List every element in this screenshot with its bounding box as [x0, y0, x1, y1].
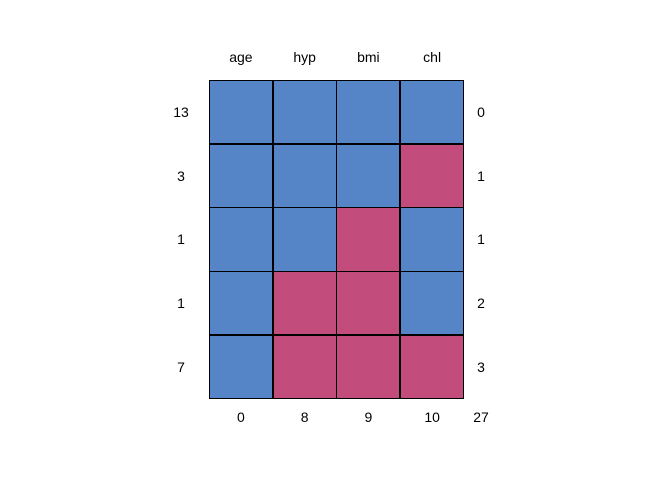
- pattern-cell-chl-row3: [400, 272, 463, 335]
- pattern-cell-chl-row0: [400, 81, 463, 144]
- missing-per-row-3: 2: [477, 295, 485, 312]
- pattern-cell-bmi-row2: [337, 208, 400, 271]
- row-count-0: 13: [173, 103, 189, 120]
- missing-per-column-bmi: 9: [364, 409, 373, 425]
- missing-per-column-chl: 10: [424, 409, 440, 425]
- pattern-cell-age-row3: [210, 272, 273, 335]
- row-count-2: 1: [177, 231, 185, 248]
- column-header-chl: chl: [423, 49, 442, 65]
- pattern-cell-bmi-row3: [337, 272, 400, 335]
- pattern-cell-bmi-row0: [337, 81, 400, 144]
- missing-per-row-0: 0: [477, 103, 485, 120]
- pattern-cell-hyp-row3: [273, 272, 336, 335]
- missing-per-column-hyp: 8: [300, 409, 309, 425]
- column-header-bmi: bmi: [357, 49, 380, 65]
- column-header-hyp: hyp: [293, 49, 316, 65]
- missing-per-row-4: 3: [477, 359, 485, 376]
- pattern-cell-hyp-row4: [273, 335, 336, 398]
- pattern-cell-hyp-row2: [273, 208, 336, 271]
- pattern-cell-chl-row4: [400, 335, 463, 398]
- missing-per-row-1: 1: [477, 167, 485, 184]
- missing-per-column-age: 0: [236, 409, 245, 425]
- missing-per-row-labels: 0 1 1 2 3: [466, 80, 496, 399]
- row-count-labels: 13 3 1 1 7: [161, 80, 201, 399]
- missing-per-row-2: 1: [477, 231, 485, 248]
- pattern-grid: [209, 80, 464, 399]
- row-count-4: 7: [177, 359, 185, 376]
- pattern-cell-age-row4: [210, 335, 273, 398]
- pattern-cell-hyp-row1: [273, 144, 336, 207]
- pattern-cell-hyp-row0: [273, 81, 336, 144]
- column-headers: age hyp bmi chl: [209, 46, 464, 68]
- pattern-cell-bmi-row4: [337, 335, 400, 398]
- pattern-cell-age-row1: [210, 144, 273, 207]
- row-count-1: 3: [177, 167, 185, 184]
- pattern-cell-age-row2: [210, 208, 273, 271]
- column-header-age: age: [229, 49, 253, 65]
- pattern-cell-chl-row1: [400, 144, 463, 207]
- pattern-cell-chl-row2: [400, 208, 463, 271]
- row-count-3: 1: [177, 295, 185, 312]
- pattern-cell-bmi-row1: [337, 144, 400, 207]
- pattern-cell-age-row0: [210, 81, 273, 144]
- total-missing-label: 27: [473, 409, 489, 425]
- missing-per-column-labels: 0 8 9 10: [209, 405, 464, 429]
